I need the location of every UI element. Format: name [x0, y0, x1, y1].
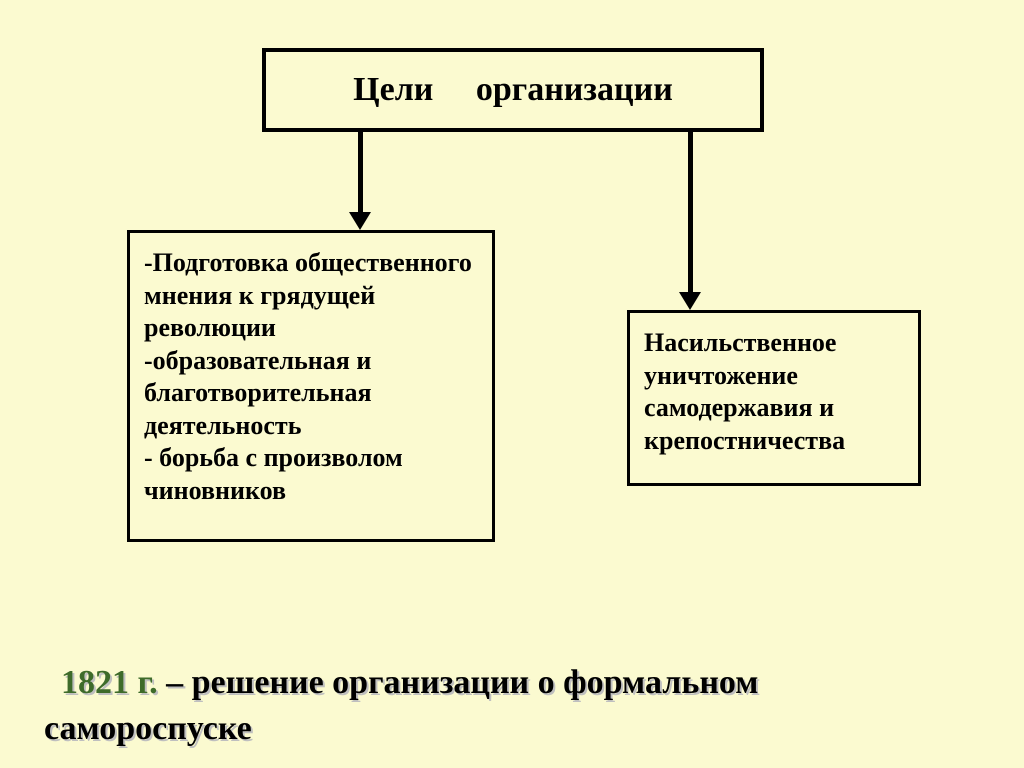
- left-item-2: - борьба с произволом чиновников: [144, 442, 478, 507]
- left-item-1: -образовательная и благотворительная дея…: [144, 345, 478, 443]
- arrow-right-head: [679, 292, 701, 310]
- footnote-year: 1821 г.: [61, 664, 158, 701]
- arrow-left-head: [349, 212, 371, 230]
- left-item-0: -Подготовка общественного мнения к гряду…: [144, 247, 478, 345]
- arrow-left-line: [358, 132, 363, 212]
- arrow-right-line: [688, 132, 693, 292]
- footnote: 1821 г. – решение организации о формальн…: [44, 614, 980, 752]
- left-box: -Подготовка общественного мнения к гряду…: [127, 230, 495, 542]
- title-text: Цели организации: [353, 71, 673, 109]
- right-text: Насильственное уничтожение самодержавия …: [644, 327, 904, 457]
- right-box: Насильственное уничтожение самодержавия …: [627, 310, 921, 486]
- title-box: Цели организации: [262, 48, 764, 132]
